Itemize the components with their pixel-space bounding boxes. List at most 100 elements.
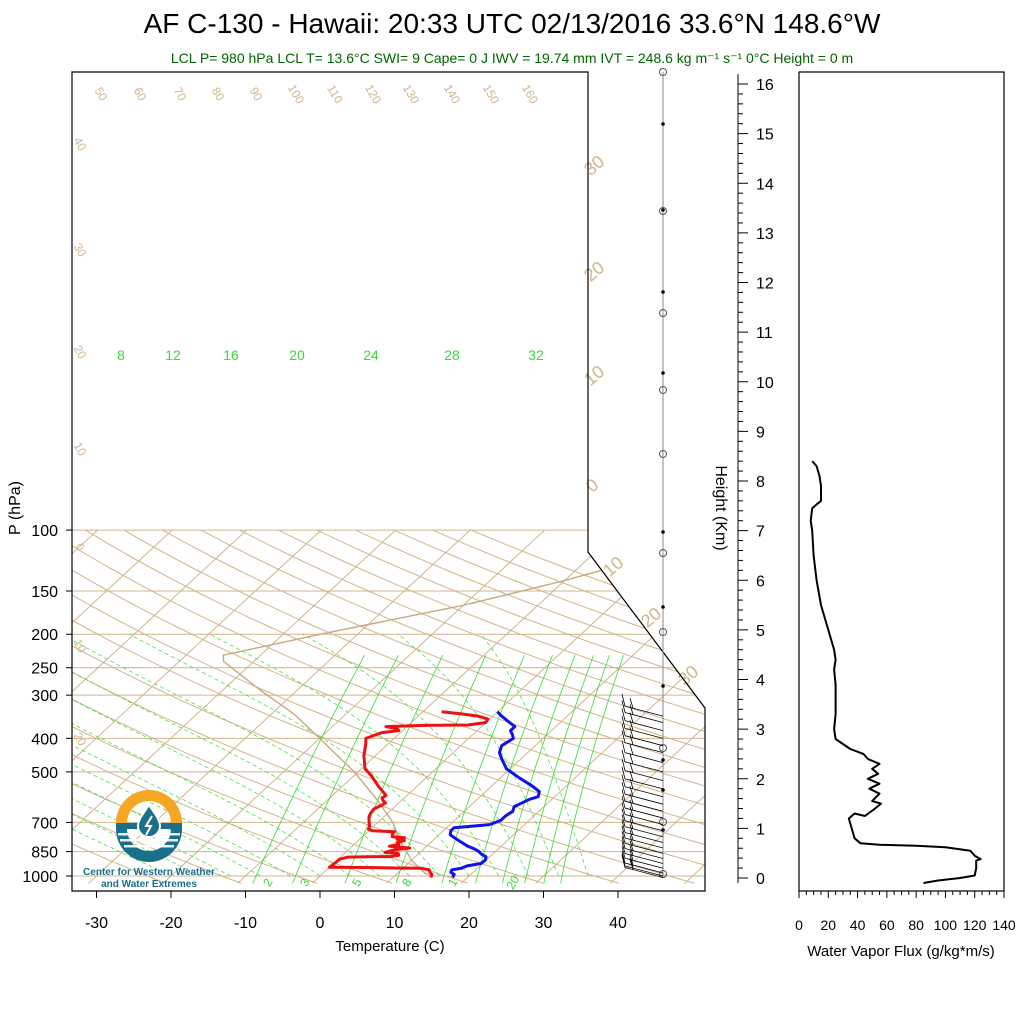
pressure-tick-label: 700 xyxy=(31,815,58,832)
wind-barb-flag xyxy=(621,846,626,859)
cw3e-logo: Center for Western Weather and Water Ext… xyxy=(66,785,232,895)
isotherm-label: 0 xyxy=(582,475,603,497)
wind-barb xyxy=(624,761,664,773)
height-tick-label: 7 xyxy=(756,524,765,541)
wind-barb-flag xyxy=(629,744,634,755)
mixing-ratio-line xyxy=(292,655,399,884)
mixing-ratio-line xyxy=(502,655,576,884)
staff-ring xyxy=(659,386,667,394)
mixing-ratio-line xyxy=(524,655,594,884)
wind-barb-flag xyxy=(621,730,626,743)
isotherm-line xyxy=(0,530,23,883)
dry-adiabat-line xyxy=(123,529,705,884)
staff-ring xyxy=(659,450,667,458)
moist-adiabat-line xyxy=(72,633,380,877)
height-tick-label: 5 xyxy=(756,623,765,640)
dry-adiabat-line xyxy=(72,529,705,884)
pressure-tick-label: 850 xyxy=(31,845,58,862)
flux-tick-label: 80 xyxy=(908,917,924,933)
isotherm-line xyxy=(386,529,705,884)
wind-barb-flag xyxy=(621,831,626,844)
mixing-ratio-line xyxy=(543,655,610,884)
wind-barb xyxy=(624,793,664,805)
wind-barbs xyxy=(621,68,667,878)
wind-barb-flag xyxy=(629,840,634,851)
dry-adiabat-line xyxy=(72,529,705,884)
temperature-tick-label: 40 xyxy=(609,915,627,932)
mixing-ratio-label: 24 xyxy=(363,347,379,363)
mixing-ratio-label: 8 xyxy=(399,876,415,889)
isotherm-label: 30 xyxy=(580,151,608,179)
theta-label: 160 xyxy=(519,82,541,107)
mixing-ratio-label: 3 xyxy=(297,876,313,889)
isotherm-label: 10 xyxy=(580,361,608,389)
wind-barb-flag xyxy=(621,808,626,821)
dry-adiabat-line xyxy=(393,529,705,884)
height-tick-label: 16 xyxy=(756,77,774,94)
temperature-tick-label: 0 xyxy=(316,915,325,932)
isotherm-line xyxy=(684,529,705,884)
theta-e-label: 10 xyxy=(71,637,90,656)
height-tick-label: 13 xyxy=(756,226,774,243)
wind-barb-flag xyxy=(629,835,634,846)
wind-barb-flag xyxy=(621,825,626,839)
mixing-ratio-label: 1 xyxy=(445,876,461,889)
moist-adiabat-line xyxy=(72,633,440,877)
staff-dot xyxy=(661,530,665,534)
staff-ring xyxy=(659,207,667,215)
wind-barb-flag xyxy=(629,720,634,731)
flux-tick-label: 40 xyxy=(850,917,866,933)
wind-barb-flag xyxy=(621,841,626,854)
skewt-border xyxy=(71,71,706,892)
wind-barb-flag xyxy=(629,854,634,866)
wind-barb xyxy=(624,786,664,798)
mixing-ratio-label: 28 xyxy=(444,347,460,363)
height-tick-label: 4 xyxy=(756,673,765,690)
temperature-tick-label: 10 xyxy=(386,915,404,932)
theta-label: 80 xyxy=(209,85,228,104)
height-tick-label: 9 xyxy=(756,424,765,441)
moist-adiabat-line xyxy=(480,633,589,877)
dry-adiabat-line xyxy=(85,529,705,884)
wind-barb-flag xyxy=(621,836,626,849)
wind-barb-flag xyxy=(629,845,634,856)
height-tick-label: 3 xyxy=(756,722,765,739)
dry-adiabat-line xyxy=(72,529,705,884)
height-tick-label: 14 xyxy=(756,176,774,193)
wind-barb-flag xyxy=(629,824,634,835)
mixing-ratio-line xyxy=(475,655,553,884)
temperature-tick-label: -20 xyxy=(159,915,182,932)
wind-barb-flag xyxy=(629,799,634,811)
flux-profile xyxy=(809,460,982,884)
wind-barb-flag xyxy=(621,774,626,787)
height-tick-label: 15 xyxy=(756,127,774,144)
mixing-ratio-label: 20 xyxy=(289,347,305,363)
pressure-tick-label: 150 xyxy=(31,584,58,601)
sounding-summary: LCL P= 980 hPa LCL T= 13.6°C SWI= 9 Cape… xyxy=(170,50,854,66)
theta-label: 150 xyxy=(480,82,502,107)
flux-tick-label: 0 xyxy=(795,917,803,933)
moist-adiabat-line xyxy=(302,633,529,877)
mixing-ratio-line xyxy=(441,655,525,884)
wind-barb-flag xyxy=(621,758,626,771)
dry-adiabat-line xyxy=(72,529,544,884)
height-tick-label: 12 xyxy=(756,276,774,293)
wind-barb-flag xyxy=(621,814,626,827)
dewpoint-profile xyxy=(448,710,541,879)
staff-dot xyxy=(661,788,665,792)
flux-panel-border xyxy=(798,71,1005,892)
pressure-tick-label: 200 xyxy=(31,627,58,644)
wind-barb-flag xyxy=(621,850,626,864)
water-vapor-flux-panel: 0 20 40 60 80 100 120 140 Water Vapor Flux (g/kg… xyxy=(795,71,1016,960)
wind-barb-flag xyxy=(621,749,626,762)
staff-ring xyxy=(659,628,667,636)
height-tick-label: 10 xyxy=(756,375,774,392)
pressure-tick-label: 100 xyxy=(31,523,58,540)
temperature-tick-label: -30 xyxy=(85,915,108,932)
moist-adiabat-line xyxy=(72,633,351,877)
moist-adiabat-line xyxy=(72,633,231,877)
mixing-ratio-label: 12 xyxy=(165,347,181,363)
mixing-ratio-line xyxy=(395,655,487,884)
